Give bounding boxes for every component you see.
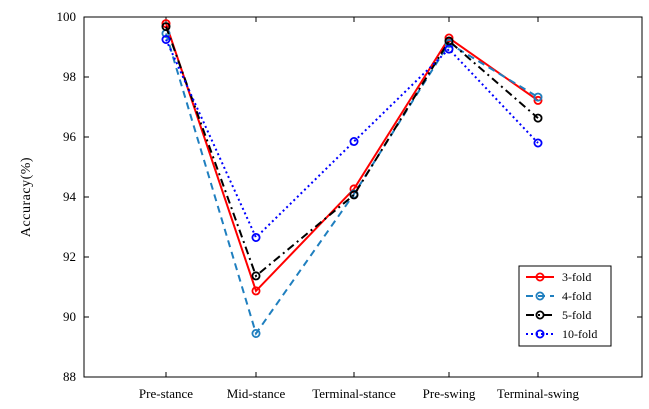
series-line	[165, 33, 539, 336]
legend-marker	[535, 329, 545, 339]
y-axis-ticks: 88 90 92 94 96 98 100	[57, 9, 642, 384]
series-line	[165, 23, 539, 293]
data-point	[161, 35, 171, 45]
x-tick-label: Pre-swing	[423, 386, 476, 401]
x-tick-label: Terminal-stance	[312, 386, 396, 401]
data-point	[251, 232, 261, 242]
series-3-fold	[161, 19, 543, 296]
series-line	[165, 39, 539, 240]
data-point	[251, 271, 261, 281]
data-point	[161, 22, 171, 32]
legend-marker	[535, 310, 545, 320]
y-tick-label: 90	[63, 309, 76, 324]
legend-label: 5-fold	[562, 308, 591, 322]
x-tick-label: Pre-stance	[139, 386, 193, 401]
data-point	[533, 95, 543, 105]
x-tick-label: Terminal-swing	[497, 386, 580, 401]
data-point	[533, 138, 543, 148]
data-point	[533, 92, 543, 102]
legend: 3-fold 4-fold 5-fold 10-fold	[518, 265, 612, 347]
data-point	[251, 286, 261, 296]
legend-label: 3-fold	[562, 270, 591, 284]
series-5-fold	[161, 22, 543, 281]
data-point	[349, 190, 359, 200]
x-tick-label: Mid-stance	[227, 386, 286, 401]
series-layer	[161, 19, 543, 338]
series-4-fold	[161, 28, 543, 338]
y-tick-label: 94	[63, 189, 77, 204]
data-point	[533, 113, 543, 123]
legend-box	[518, 265, 612, 347]
legend-marker	[535, 272, 545, 282]
data-point	[251, 328, 261, 338]
series-10-fold	[161, 35, 543, 242]
y-tick-label: 98	[63, 69, 76, 84]
data-point	[349, 136, 359, 146]
y-tick-label: 100	[57, 9, 77, 24]
x-axis-ticks: Pre-stance Mid-stance Terminal-stance Pre-s…	[139, 17, 580, 401]
y-axis-label: Accuracy(%)	[19, 157, 34, 237]
data-point	[444, 44, 454, 54]
y-tick-label: 88	[63, 369, 76, 384]
series-line	[165, 26, 539, 278]
legend-label: 4-fold	[562, 289, 591, 303]
legend-label: 10-fold	[562, 327, 597, 341]
y-tick-label: 92	[63, 249, 76, 264]
legend-marker	[535, 291, 545, 301]
y-tick-label: 96	[63, 129, 77, 144]
data-point	[444, 33, 454, 43]
